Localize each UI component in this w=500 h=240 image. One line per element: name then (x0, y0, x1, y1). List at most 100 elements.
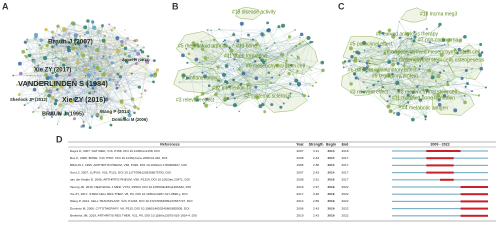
network-node (255, 42, 259, 47)
network-link (82, 58, 92, 101)
network-link (26, 21, 93, 76)
network-link (206, 42, 311, 100)
network-link (59, 34, 111, 55)
cluster-label: #9 regulatory protein (372, 73, 418, 79)
network-link (224, 40, 283, 55)
burst-bar (460, 193, 488, 196)
network-node (103, 34, 106, 37)
network-link (378, 51, 433, 74)
network-link (64, 29, 149, 57)
network-link (356, 52, 392, 112)
network-link (192, 48, 237, 55)
network-node (32, 110, 35, 114)
network-node (88, 92, 91, 95)
timeline-bar (392, 208, 488, 210)
network-link (53, 51, 143, 100)
network-node (453, 108, 458, 113)
network-node (234, 53, 238, 56)
network-link (25, 42, 62, 87)
network-link (299, 37, 303, 42)
network-node (43, 73, 48, 77)
network-node (86, 38, 89, 41)
network-node (261, 34, 264, 37)
network-link (26, 41, 64, 50)
network-node (372, 83, 375, 87)
network-node (218, 28, 220, 30)
network-node (232, 103, 238, 108)
network-link (192, 48, 220, 91)
network-link (196, 83, 291, 101)
network-link (403, 33, 408, 67)
network-link (389, 50, 469, 63)
network-node (239, 82, 243, 86)
network-node (155, 68, 160, 72)
network-node (51, 71, 54, 75)
network-node (343, 60, 347, 63)
network-node (134, 62, 138, 66)
network-link (192, 48, 250, 94)
network-node (98, 96, 100, 99)
network-node (115, 49, 120, 54)
network-link (417, 50, 469, 87)
network-node (64, 40, 68, 44)
network-link (308, 41, 313, 97)
network-node (254, 76, 259, 81)
network-node (47, 93, 51, 98)
network-link (389, 64, 394, 97)
network-link (83, 38, 118, 126)
year-cell: 2006 (297, 206, 304, 210)
network-link (55, 65, 61, 106)
network-link (109, 24, 149, 64)
reference-cell: Bos K, 2008, BONE, V43, P567, DOI 10.101… (70, 156, 167, 160)
timeline-bar (392, 215, 488, 217)
network-node (471, 68, 473, 70)
network-link (234, 97, 258, 106)
network-node (282, 102, 285, 105)
network-link (387, 95, 479, 102)
network-link (63, 59, 93, 117)
network-link (261, 34, 273, 78)
network-node (267, 71, 271, 74)
network-link (49, 75, 152, 92)
network-node (100, 115, 103, 118)
network-link (127, 37, 136, 60)
network-link (104, 62, 113, 84)
panel-letter: B (172, 1, 179, 11)
network-link (223, 41, 287, 61)
network-link (97, 40, 137, 115)
burst-bar (426, 164, 454, 167)
network-link (366, 33, 384, 64)
burst-bar (426, 171, 454, 174)
network-link (215, 93, 291, 95)
network-node (263, 33, 266, 36)
network-node (48, 75, 53, 80)
network-link (98, 56, 130, 98)
network-link (197, 78, 257, 98)
cluster-label: #11 modified bone formation (392, 95, 455, 101)
network-node (46, 41, 49, 43)
network-node (127, 54, 131, 58)
network-node (76, 41, 81, 46)
network-link (33, 108, 126, 113)
network-link (34, 54, 111, 67)
table-header: Begin (326, 143, 336, 147)
network-link (383, 26, 440, 88)
network-node (407, 101, 410, 104)
network-node (118, 84, 121, 86)
network-node (262, 60, 266, 65)
cluster-hull (263, 87, 308, 113)
network-node (124, 41, 127, 43)
network-node (149, 73, 154, 78)
network-link (390, 72, 441, 112)
network-node (458, 38, 463, 43)
network-link (187, 62, 226, 82)
network-node (83, 40, 87, 44)
network-node (50, 101, 52, 103)
network-link (90, 56, 110, 128)
network-link (102, 58, 103, 82)
network-node (88, 77, 90, 79)
network-link (268, 29, 317, 83)
network-node (44, 28, 48, 32)
network-link (63, 30, 111, 76)
network-node (446, 82, 450, 87)
